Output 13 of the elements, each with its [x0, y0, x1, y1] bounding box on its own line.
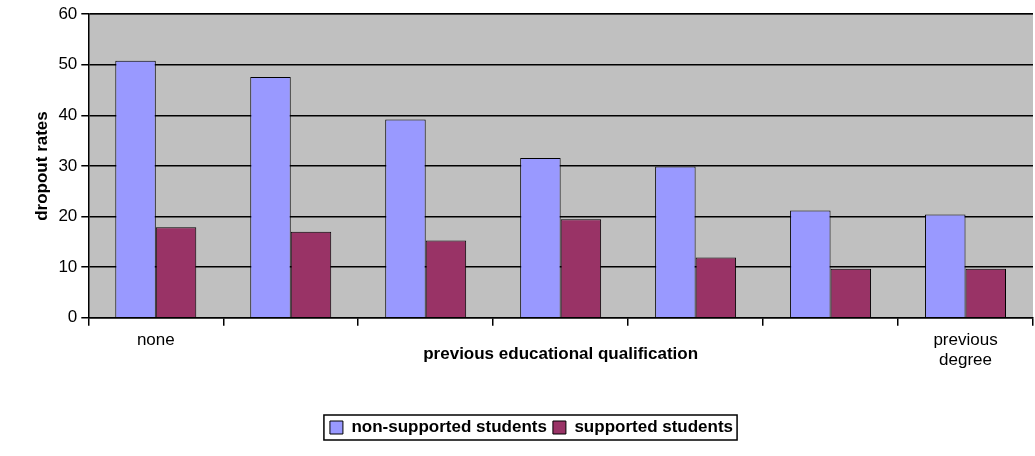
- y-tick-label: 50: [58, 54, 78, 74]
- y-tick-label: 40: [58, 105, 78, 125]
- y-tick-label: 10: [58, 256, 78, 276]
- y-tick-label: 30: [58, 155, 78, 175]
- x-axis-title: previous educational qualification: [423, 344, 699, 364]
- x-tick-label: none: [136, 329, 175, 349]
- x-tick-label: previous degree: [933, 329, 998, 370]
- y-axis-title: dropout rates: [31, 111, 51, 221]
- legend-label: supported students: [574, 417, 734, 437]
- y-tick-label: 20: [58, 206, 78, 226]
- y-tick-label: 0: [67, 307, 78, 327]
- legend-label: non-supported students: [351, 417, 547, 437]
- y-tick-label: 60: [58, 3, 78, 23]
